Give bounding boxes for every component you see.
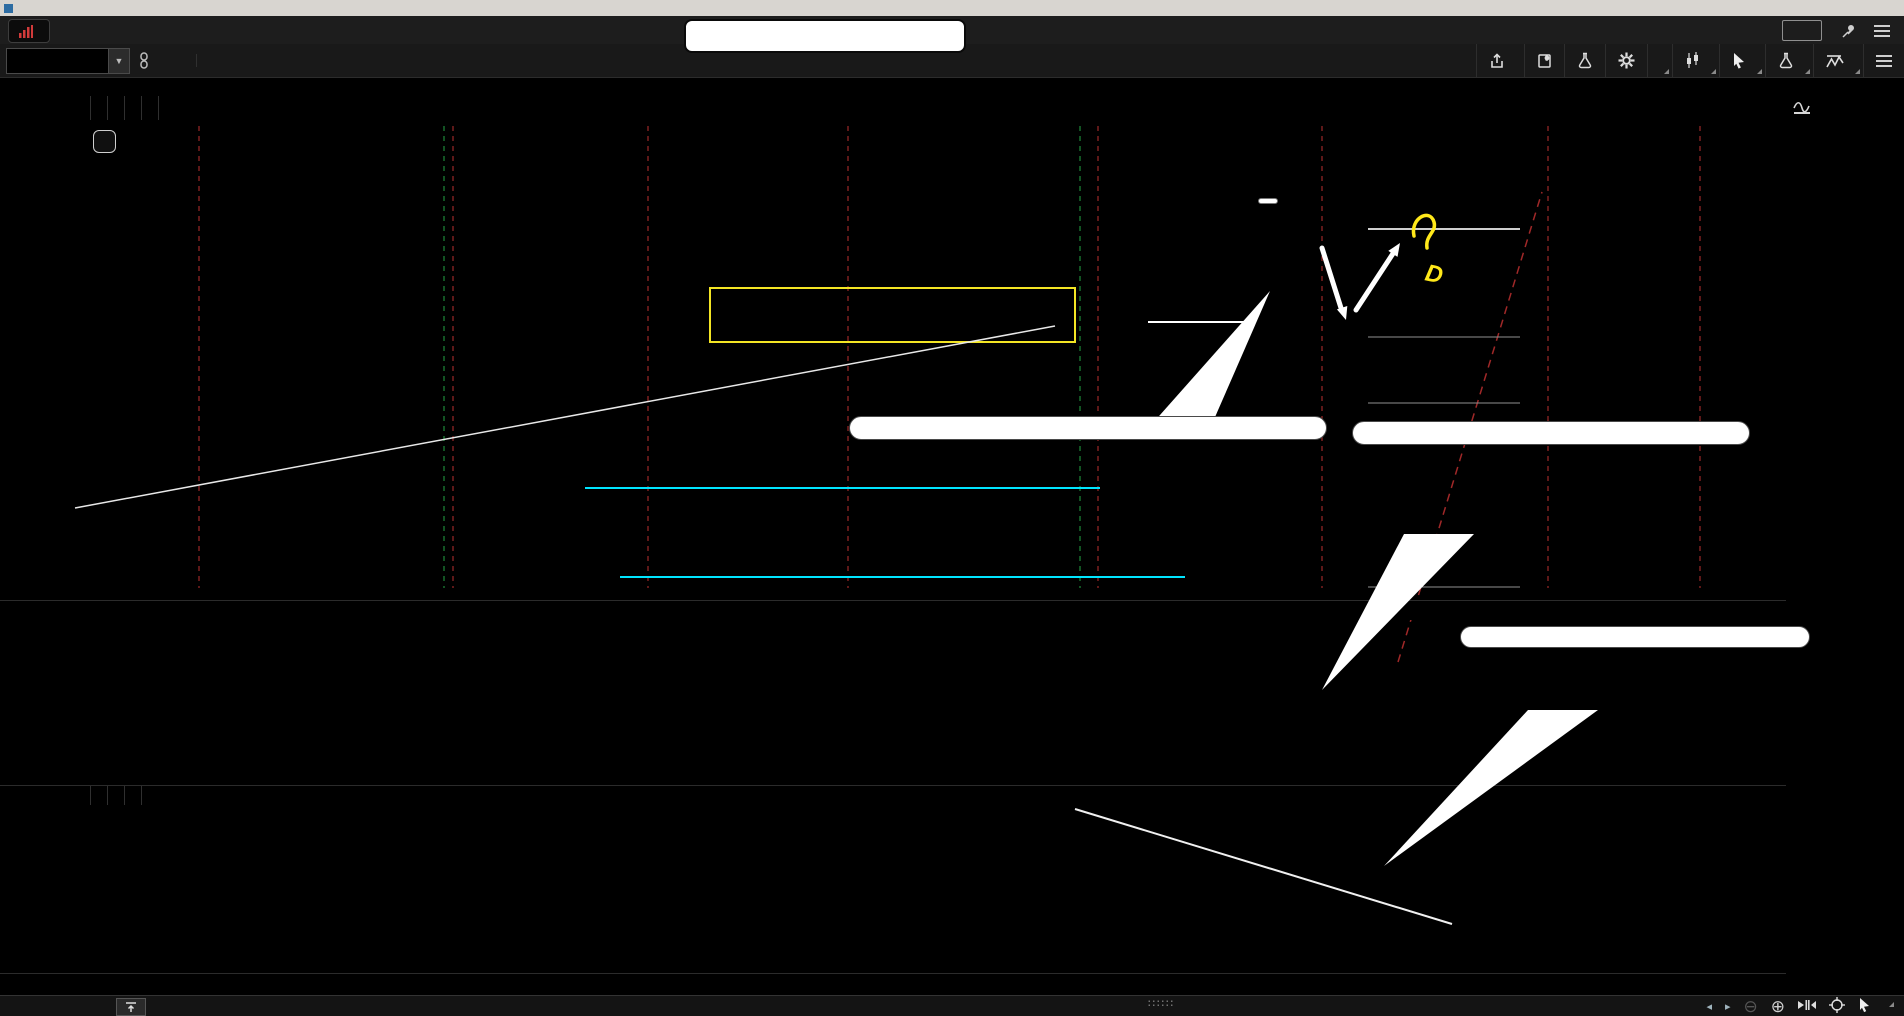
- status-bar: ∷∷∷ ◂ ▸ ⊖ ⊕: [0, 995, 1904, 1016]
- window-controls: [1832, 1, 1904, 15]
- quick-study-button[interactable]: [1564, 44, 1605, 77]
- macd-callout[interactable]: [1352, 421, 1750, 445]
- rsi-value: [91, 786, 108, 805]
- close-button[interactable]: [1880, 1, 1904, 15]
- chart-data-header: [0, 96, 1786, 120]
- rsi-callout[interactable]: [1460, 626, 1810, 648]
- right-sidebar: [1887, 96, 1904, 995]
- sma200-label[interactable]: [142, 96, 159, 120]
- window-titlebar: [0, 0, 1904, 16]
- rsi-panel-header: [0, 785, 1786, 805]
- symbol-input[interactable]: ▼: [6, 47, 130, 74]
- rsi-high: [125, 786, 142, 805]
- sma50-value: [125, 96, 142, 120]
- alert-icon[interactable]: [93, 130, 116, 153]
- settings-button[interactable]: [1605, 44, 1647, 77]
- gear-icon: [1618, 52, 1635, 69]
- tab-charts[interactable]: [8, 19, 50, 43]
- scroll-left-icon[interactable]: ◂: [1706, 1001, 1712, 1013]
- notes-button[interactable]: i: [1524, 44, 1564, 77]
- technicals-callout[interactable]: [849, 416, 1327, 440]
- date-banner: [684, 19, 966, 53]
- toolbar-menu-button[interactable]: [1863, 44, 1904, 77]
- toolbar-hamburger-icon: [1876, 54, 1892, 68]
- share-button[interactable]: [1476, 44, 1524, 77]
- share-icon: [1489, 52, 1505, 69]
- rsi-chart[interactable]: [0, 804, 1786, 973]
- cursor-icon: [1732, 52, 1746, 69]
- sma50-label[interactable]: [108, 96, 125, 120]
- maximize-button[interactable]: [1856, 1, 1880, 15]
- pointer-icon[interactable]: [1858, 997, 1871, 1016]
- studies-curve-icon[interactable]: [1792, 98, 1816, 118]
- patterns-icon: [1826, 53, 1844, 69]
- timeframe-button[interactable]: [1647, 44, 1672, 77]
- zoom-out-icon[interactable]: ⊖: [1743, 996, 1758, 1016]
- app-icon: [4, 3, 13, 13]
- svg-text:i: i: [1546, 56, 1548, 62]
- link-icon[interactable]: [138, 51, 150, 70]
- sma20-label[interactable]: [74, 96, 91, 120]
- style-button[interactable]: [1672, 44, 1719, 77]
- layout-rectangle-button[interactable]: [1782, 20, 1822, 41]
- sma20-value: [91, 96, 108, 120]
- menu-hamburger-icon[interactable]: [1874, 24, 1890, 38]
- restore-panel-button[interactable]: [116, 998, 146, 1016]
- volume-panel-header: [0, 600, 1786, 620]
- charts-bars-icon: [19, 24, 33, 38]
- symbol-dropdown-icon[interactable]: ▼: [108, 48, 129, 73]
- note-icon: i: [1537, 53, 1552, 69]
- pin-icon[interactable]: [1840, 23, 1856, 39]
- rsi-label[interactable]: [74, 786, 91, 805]
- zoom-in-icon[interactable]: ⊕: [1770, 996, 1785, 1016]
- fit-width-icon[interactable]: [1798, 999, 1816, 1014]
- flask-icon: [1577, 52, 1593, 69]
- panel-grip[interactable]: ∷∷∷: [1148, 998, 1175, 1010]
- scroll-right-icon[interactable]: ▸: [1724, 1001, 1731, 1013]
- drawings-button[interactable]: [1719, 44, 1765, 77]
- time-axis[interactable]: [0, 973, 1786, 996]
- crosshair-icon[interactable]: [1829, 997, 1845, 1016]
- studies-button[interactable]: [1765, 44, 1813, 77]
- minimize-button[interactable]: [1832, 1, 1856, 15]
- candle-style-icon: [1685, 52, 1700, 69]
- studies-flask-icon: [1778, 52, 1794, 69]
- rsi-low: [108, 786, 125, 805]
- high-tooltip: [1258, 198, 1278, 204]
- bid-ask: [196, 53, 207, 68]
- main-price-chart[interactable]: [0, 120, 1786, 598]
- patterns-button[interactable]: [1813, 44, 1863, 77]
